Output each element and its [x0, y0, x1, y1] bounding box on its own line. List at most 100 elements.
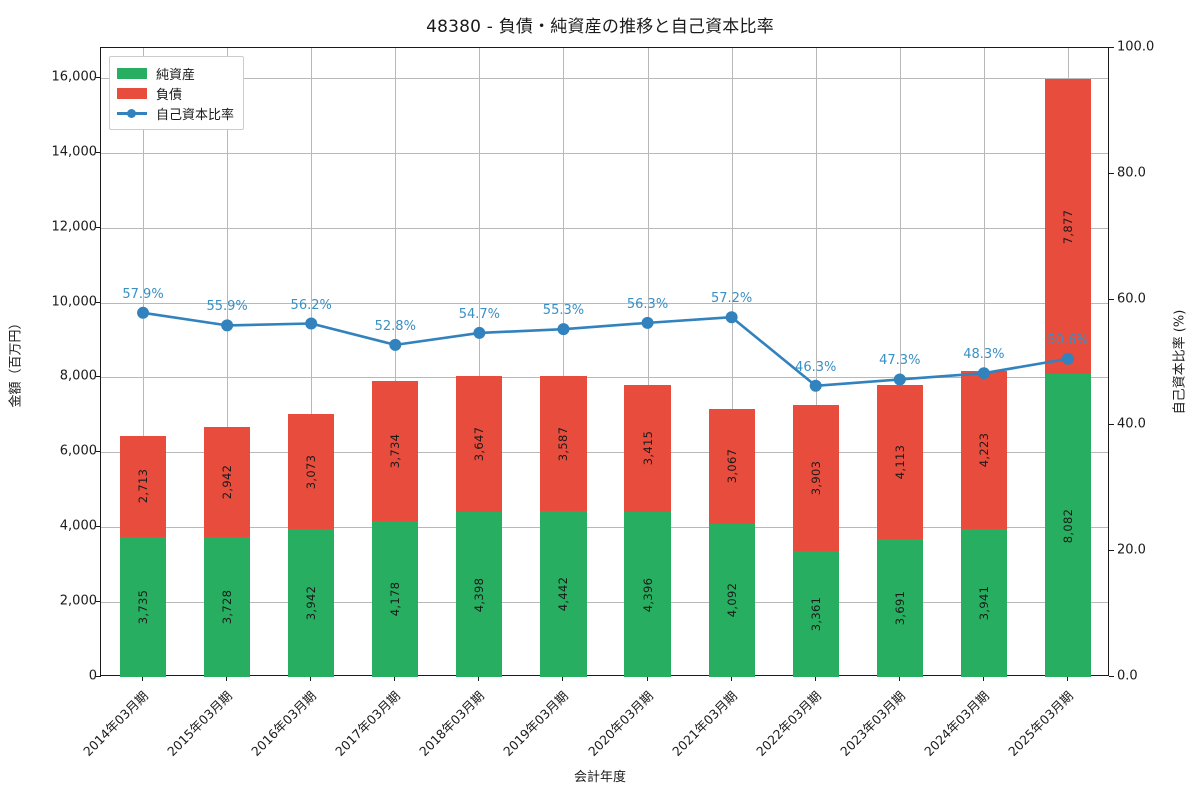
bar-segment	[708, 408, 755, 524]
y-axis-left-tick-label: 16,000	[51, 69, 98, 85]
legend-item[interactable]: 自己資本比率	[117, 103, 234, 123]
bar-segment	[624, 512, 671, 677]
x-axis-tick-mark	[730, 676, 732, 681]
y-axis-left-tick-mark	[96, 76, 101, 78]
y-axis-right-tick-mark	[1109, 550, 1114, 552]
x-axis-tick-mark	[310, 676, 312, 681]
bar-value-label: 4,092	[724, 583, 739, 618]
x-axis-tick-label: 2020年03月期	[584, 688, 656, 759]
y-axis-left-tick-mark	[96, 151, 101, 153]
legend-color-swatch	[117, 87, 147, 99]
bar-value-label: 3,415	[640, 431, 655, 466]
line-path	[141, 311, 1070, 388]
x-axis-tick-mark	[478, 676, 480, 681]
bar-value-label: 3,647	[472, 426, 487, 462]
bar-segment	[119, 435, 167, 538]
bar-value-label: 2,713	[136, 469, 151, 504]
x-axis-tick-mark	[394, 676, 396, 681]
y-axis-left-tick-mark	[96, 526, 101, 528]
line-value-label: 55.9%	[206, 299, 248, 315]
x-axis-tick-mark	[142, 676, 144, 681]
line-value-label: 56.3%	[626, 296, 669, 312]
gridline-horizontal	[101, 452, 1108, 454]
x-axis-tick-mark	[982, 676, 984, 681]
legend-item-label: 負債	[156, 87, 183, 103]
y-axis-right-tick-mark	[1109, 676, 1114, 677]
bar-value-label: 8,082	[1060, 508, 1075, 543]
x-axis-tick-mark	[562, 676, 564, 681]
x-axis-tick-mark	[226, 676, 228, 681]
bar-value-label: 2,942	[220, 465, 235, 500]
line-value-label: 56.2%	[290, 297, 332, 313]
line-value-label: 57.9%	[122, 286, 164, 302]
bar-value-label: 4,398	[472, 577, 487, 612]
y-axis-right-tick-mark	[1109, 172, 1114, 174]
bar-segment	[876, 538, 923, 677]
y-axis-left-tick-mark	[96, 376, 101, 378]
y-axis-left-tick-mark	[96, 226, 101, 228]
bar-value-label: 3,361	[808, 596, 823, 632]
bar-value-label: 4,113	[892, 444, 907, 480]
x-axis-tick-label: 2024年03月期	[920, 688, 992, 759]
x-axis-tick-mark	[898, 676, 900, 681]
bar-value-label: 3,587	[556, 426, 571, 461]
bar-segment	[708, 523, 755, 677]
y-axis-right-tick-mark	[1109, 298, 1114, 300]
bar-value-label: 3,942	[304, 585, 319, 621]
y-axis-right-label: 自己資本比率 (%)	[1172, 309, 1188, 414]
x-axis-tick-label: 2019年03月期	[500, 688, 572, 759]
y-axis-right-tick-mark	[1109, 47, 1114, 48]
bar-value-label: 3,903	[808, 460, 823, 496]
gridline-horizontal	[101, 227, 1108, 229]
bar-segment	[119, 537, 167, 677]
line-value-label: 55.3%	[542, 303, 585, 319]
bar-segment	[456, 375, 503, 513]
x-axis-tick-label: 2015年03月期	[164, 688, 236, 759]
y-axis-right-tick-label: 60.0	[1117, 291, 1146, 307]
bar-segment	[960, 529, 1007, 677]
bar-value-label: 7,877	[1060, 209, 1075, 245]
y-axis-right-tick-label: 80.0	[1117, 165, 1146, 181]
line-value-label: 54.7%	[458, 306, 501, 322]
legend-color-swatch	[117, 67, 147, 79]
legend-item[interactable]: 純資産	[117, 63, 234, 83]
line-value-label: 52.8%	[374, 318, 416, 334]
y-axis-left-tick-label: 2,000	[59, 593, 97, 609]
bar-value-label: 3,941	[976, 586, 991, 621]
legend-item[interactable]: 負債	[117, 83, 234, 103]
legend-item-label: 純資産	[156, 67, 196, 83]
y-axis-right-tick-label: 40.0	[1117, 416, 1146, 432]
gridline-horizontal	[101, 527, 1108, 529]
x-axis-tick-label: 2018年03月期	[416, 688, 488, 759]
gridline-horizontal	[101, 602, 1108, 604]
x-axis-label: 会計年度	[573, 770, 626, 785]
x-axis-tick-label: 2014年03月期	[80, 688, 151, 759]
bar-segment	[1044, 374, 1092, 677]
bar-value-label: 3,728	[220, 589, 235, 625]
y-axis-left-label: 金額（百万円）	[8, 315, 24, 408]
line-value-label: 48.3%	[963, 347, 1005, 363]
line-value-label: 46.3%	[795, 359, 837, 375]
bar-segment	[288, 529, 335, 677]
y-axis-left-tick-label: 8,000	[59, 368, 97, 384]
bar-segment	[456, 512, 503, 677]
bar-segment	[288, 414, 335, 530]
line-value-label: 47.3%	[879, 353, 921, 369]
gridline-horizontal	[101, 77, 1108, 79]
x-axis-tick-label: 2025年03月期	[1005, 688, 1076, 759]
bar-value-label: 4,396	[640, 577, 655, 612]
plot-area: 3,735 2,713 3,728 2,942 3,942 3,073 4,178 3,734…	[100, 47, 1109, 677]
chart-legend: 純資産負債 自己資本比率	[109, 56, 245, 130]
bar-segment	[540, 376, 587, 511]
x-axis-tick-label: 2016年03月期	[248, 688, 320, 759]
bar-segment	[792, 551, 839, 677]
bar-segment	[624, 384, 671, 513]
y-axis-left-tick-mark	[96, 451, 101, 453]
line-series-layer	[137, 306, 1074, 392]
gridline-horizontal	[101, 377, 1108, 379]
chart-title: 48380 - 負債・純資産の推移と自己資本比率	[426, 17, 774, 37]
bar-segment	[372, 380, 419, 521]
line-value-label: 57.2%	[710, 291, 753, 307]
y-axis-right-tick-label: 20.0	[1117, 542, 1146, 558]
